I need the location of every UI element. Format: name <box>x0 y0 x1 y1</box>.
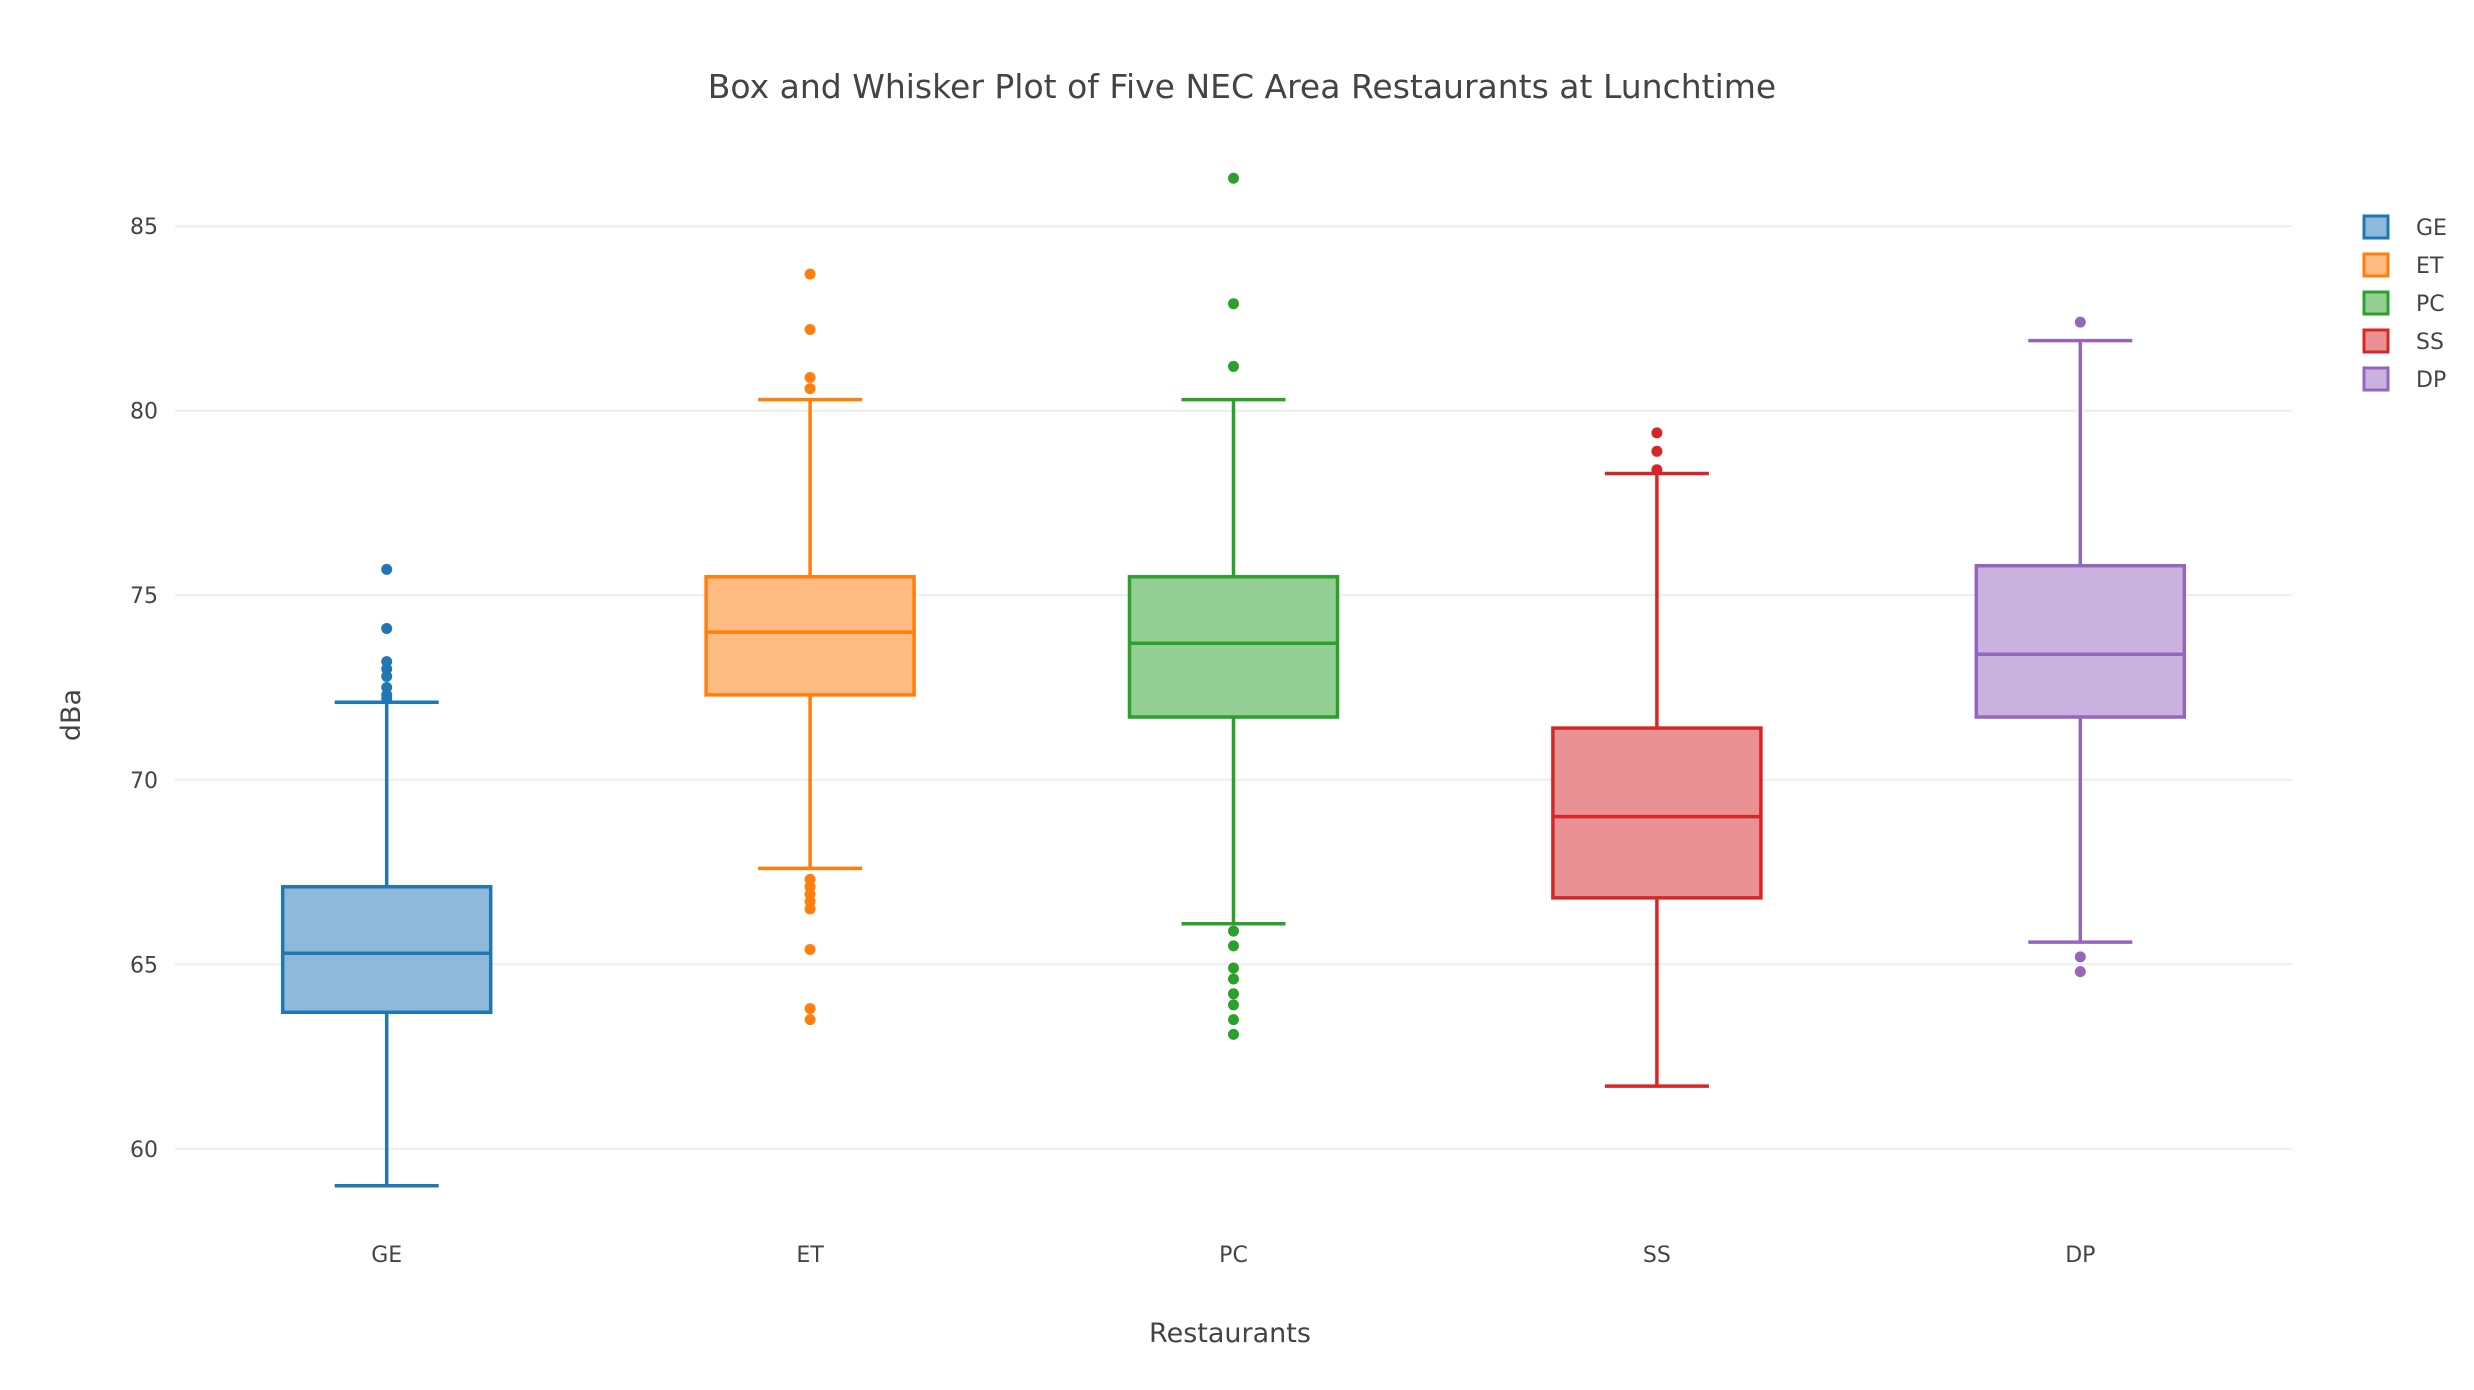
x-axis-title: Restaurants <box>1149 1318 1311 1349</box>
outlier-point <box>381 693 393 705</box>
outlier-point <box>1228 172 1239 184</box>
outlier-point <box>381 670 393 682</box>
legend-item-pc[interactable]: PC <box>2362 290 2445 317</box>
outlier-point <box>2074 316 2086 328</box>
outlier-point <box>1228 999 1239 1011</box>
outlier-point <box>1228 360 1239 372</box>
outlier-point <box>1651 464 1663 476</box>
y-tick-label-60: 60 <box>130 1138 158 1163</box>
x-tick-label-dp: DP <box>2065 1243 2095 1268</box>
legend-item-ss[interactable]: SS <box>2362 328 2444 355</box>
box-series-ss <box>1551 427 1763 1088</box>
outlier-point <box>381 622 393 634</box>
outlier-point <box>381 563 393 575</box>
x-tick-label-pc: PC <box>1219 1243 1248 1268</box>
iqr-box <box>704 575 916 697</box>
legend-label: GE <box>2416 216 2447 241</box>
outlier-point <box>804 1003 816 1015</box>
y-tick-label-80: 80 <box>130 400 158 425</box>
box-series-dp <box>1974 316 2187 978</box>
outlier-point <box>804 903 816 915</box>
outlier-point <box>804 324 816 336</box>
legend-item-ge[interactable]: GE <box>2362 214 2447 241</box>
y-tick-label-65: 65 <box>130 953 158 978</box>
box-series <box>280 172 2187 1188</box>
legend-swatch <box>2362 252 2390 278</box>
iqr-box <box>1551 726 1763 900</box>
chart-title: Box and Whisker Plot of Five NEC Area Re… <box>708 67 1776 106</box>
x-tick-label-et: ET <box>796 1243 824 1268</box>
outlier-point <box>804 372 816 383</box>
outlier-point <box>804 383 816 395</box>
legend-swatch <box>2362 366 2390 392</box>
legend-label: ET <box>2416 254 2444 279</box>
legend-swatch <box>2362 214 2390 240</box>
outlier-point <box>1228 988 1239 1000</box>
y-axis-ticks: 60 65 70 75 80 85 <box>130 215 158 1163</box>
outlier-point <box>1228 940 1239 952</box>
y-tick-label-85: 85 <box>130 215 158 240</box>
x-tick-label-ge: GE <box>371 1243 402 1268</box>
outlier-point <box>804 1014 816 1026</box>
legend-swatch <box>2362 328 2390 354</box>
x-tick-label-ss: SS <box>1643 1243 1671 1268</box>
outlier-point <box>1651 427 1663 439</box>
legend-label: DP <box>2416 368 2446 393</box>
outlier-point <box>804 944 816 956</box>
outlier-point <box>1651 445 1663 457</box>
outlier-point <box>804 268 816 280</box>
y-tick-label-70: 70 <box>130 769 158 794</box>
outlier-point <box>2074 951 2086 963</box>
y-tick-label-75: 75 <box>130 584 158 609</box>
legend-label: PC <box>2416 292 2445 317</box>
outlier-point <box>1228 298 1239 310</box>
legend[interactable]: GE ET PC SS DP <box>2362 214 2447 393</box>
box-series-ge <box>280 563 493 1188</box>
legend-item-et[interactable]: ET <box>2362 252 2444 279</box>
legend-item-dp[interactable]: DP <box>2362 366 2446 393</box>
outlier-point <box>1228 962 1239 974</box>
y-axis-title: dBa <box>56 689 87 741</box>
outlier-point <box>1228 1028 1239 1040</box>
outlier-point <box>1228 1014 1239 1026</box>
iqr-box <box>1127 575 1340 719</box>
legend-label: SS <box>2416 330 2444 355</box>
box-series-et <box>704 268 916 1026</box>
iqr-box <box>280 885 493 1015</box>
outlier-point <box>1228 925 1239 937</box>
box-series-pc <box>1127 172 1340 1040</box>
outlier-point <box>2074 966 2086 978</box>
outlier-point <box>1228 973 1239 985</box>
iqr-box <box>1974 563 2187 719</box>
x-axis-ticks: GE ET PC SS DP <box>371 1243 2095 1268</box>
legend-swatch <box>2362 290 2390 316</box>
